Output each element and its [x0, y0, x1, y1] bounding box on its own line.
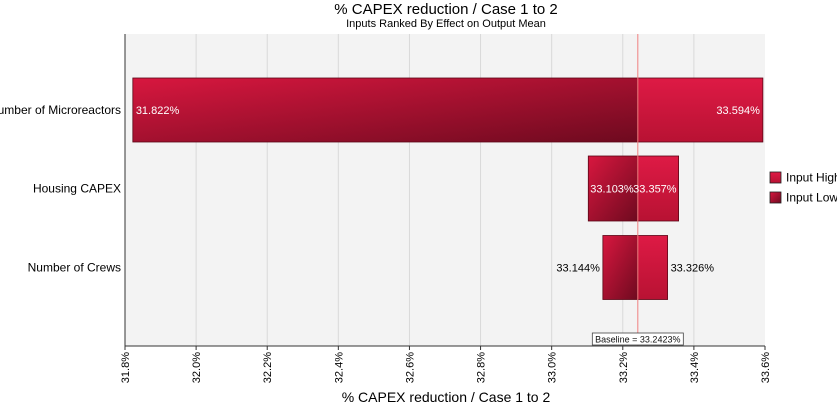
bar-outline-number-of-crews: [602, 235, 668, 300]
legend-label-input-low: Input Low: [786, 191, 837, 205]
x-tick-label: 33.4%: [689, 352, 701, 383]
bar-input-low-housing-capex: [588, 156, 638, 221]
bar-labels: 31.822% 33.594% 33.103% 33.357% 33.144% 33.32…: [136, 105, 760, 275]
x-tick-label: 32.0%: [191, 352, 203, 383]
bar-input-high-housing-capex: [637, 156, 679, 221]
bar-outline-housing-capex: [587, 155, 679, 222]
x-tick-label: 33.2%: [618, 352, 630, 383]
baseline-annotation: Baseline = 33.2423%: [591, 332, 684, 346]
category-label-housing-capex: Housing CAPEX: [33, 182, 121, 196]
bars: [132, 77, 764, 300]
data-label-input-low-number-of-crews: 33.144%: [556, 263, 600, 275]
bar-input-low-number-of-crews: [602, 235, 638, 300]
x-tick-label: 33.6%: [760, 352, 772, 383]
bar-input-high-number-of-crews: [637, 235, 668, 300]
bar-input-high-number-of-microreactors: [637, 78, 763, 142]
baseline-label: Baseline = 33.2423%: [595, 335, 680, 345]
x-tick-label: 31.8%: [120, 352, 132, 383]
legend-swatch-input-low: [769, 191, 782, 204]
category-labels: Number of Microreactors Housing CAPEX Numb…: [0, 103, 121, 275]
data-label-input-high-number-of-crews: 33.326%: [671, 263, 715, 275]
legend: Input High Input Low: [769, 171, 837, 205]
baseline-label-box: [591, 332, 684, 346]
category-label-number-of-crews: Number of Crews: [28, 261, 121, 275]
chart-title: % CAPEX reduction / Case 1 to 2: [334, 1, 557, 18]
data-label-input-low-number-of-microreactors: 31.822%: [136, 105, 180, 117]
x-tick-label: 33.0%: [547, 352, 559, 383]
bar-outline-number-of-microreactors: [132, 77, 764, 143]
data-label-input-low-housing-capex: 33.103%: [590, 184, 634, 196]
chart-subtitle: Inputs Ranked By Effect on Output Mean: [346, 18, 546, 30]
category-label-number-of-microreactors: Number of Microreactors: [0, 103, 121, 117]
x-axis-ticks: 31.8% 32.0% 32.2% 32.4% 32.6% 32.8% 33.0% 33.2%…: [120, 346, 772, 383]
data-label-input-high-number-of-microreactors: 33.594%: [716, 105, 760, 117]
x-tick-label: 32.2%: [262, 352, 274, 383]
bar-input-low-number-of-microreactors: [132, 78, 638, 142]
legend-label-input-high: Input High: [786, 171, 837, 185]
x-tick-label: 32.8%: [476, 352, 488, 383]
legend-swatch-input-high: [769, 171, 782, 184]
x-tick-label: 32.6%: [404, 352, 416, 383]
x-axis-title: % CAPEX reduction / Case 1 to 2: [342, 389, 551, 404]
data-label-input-high-housing-capex: 33.357%: [633, 184, 677, 196]
x-tick-label: 32.4%: [333, 352, 345, 383]
